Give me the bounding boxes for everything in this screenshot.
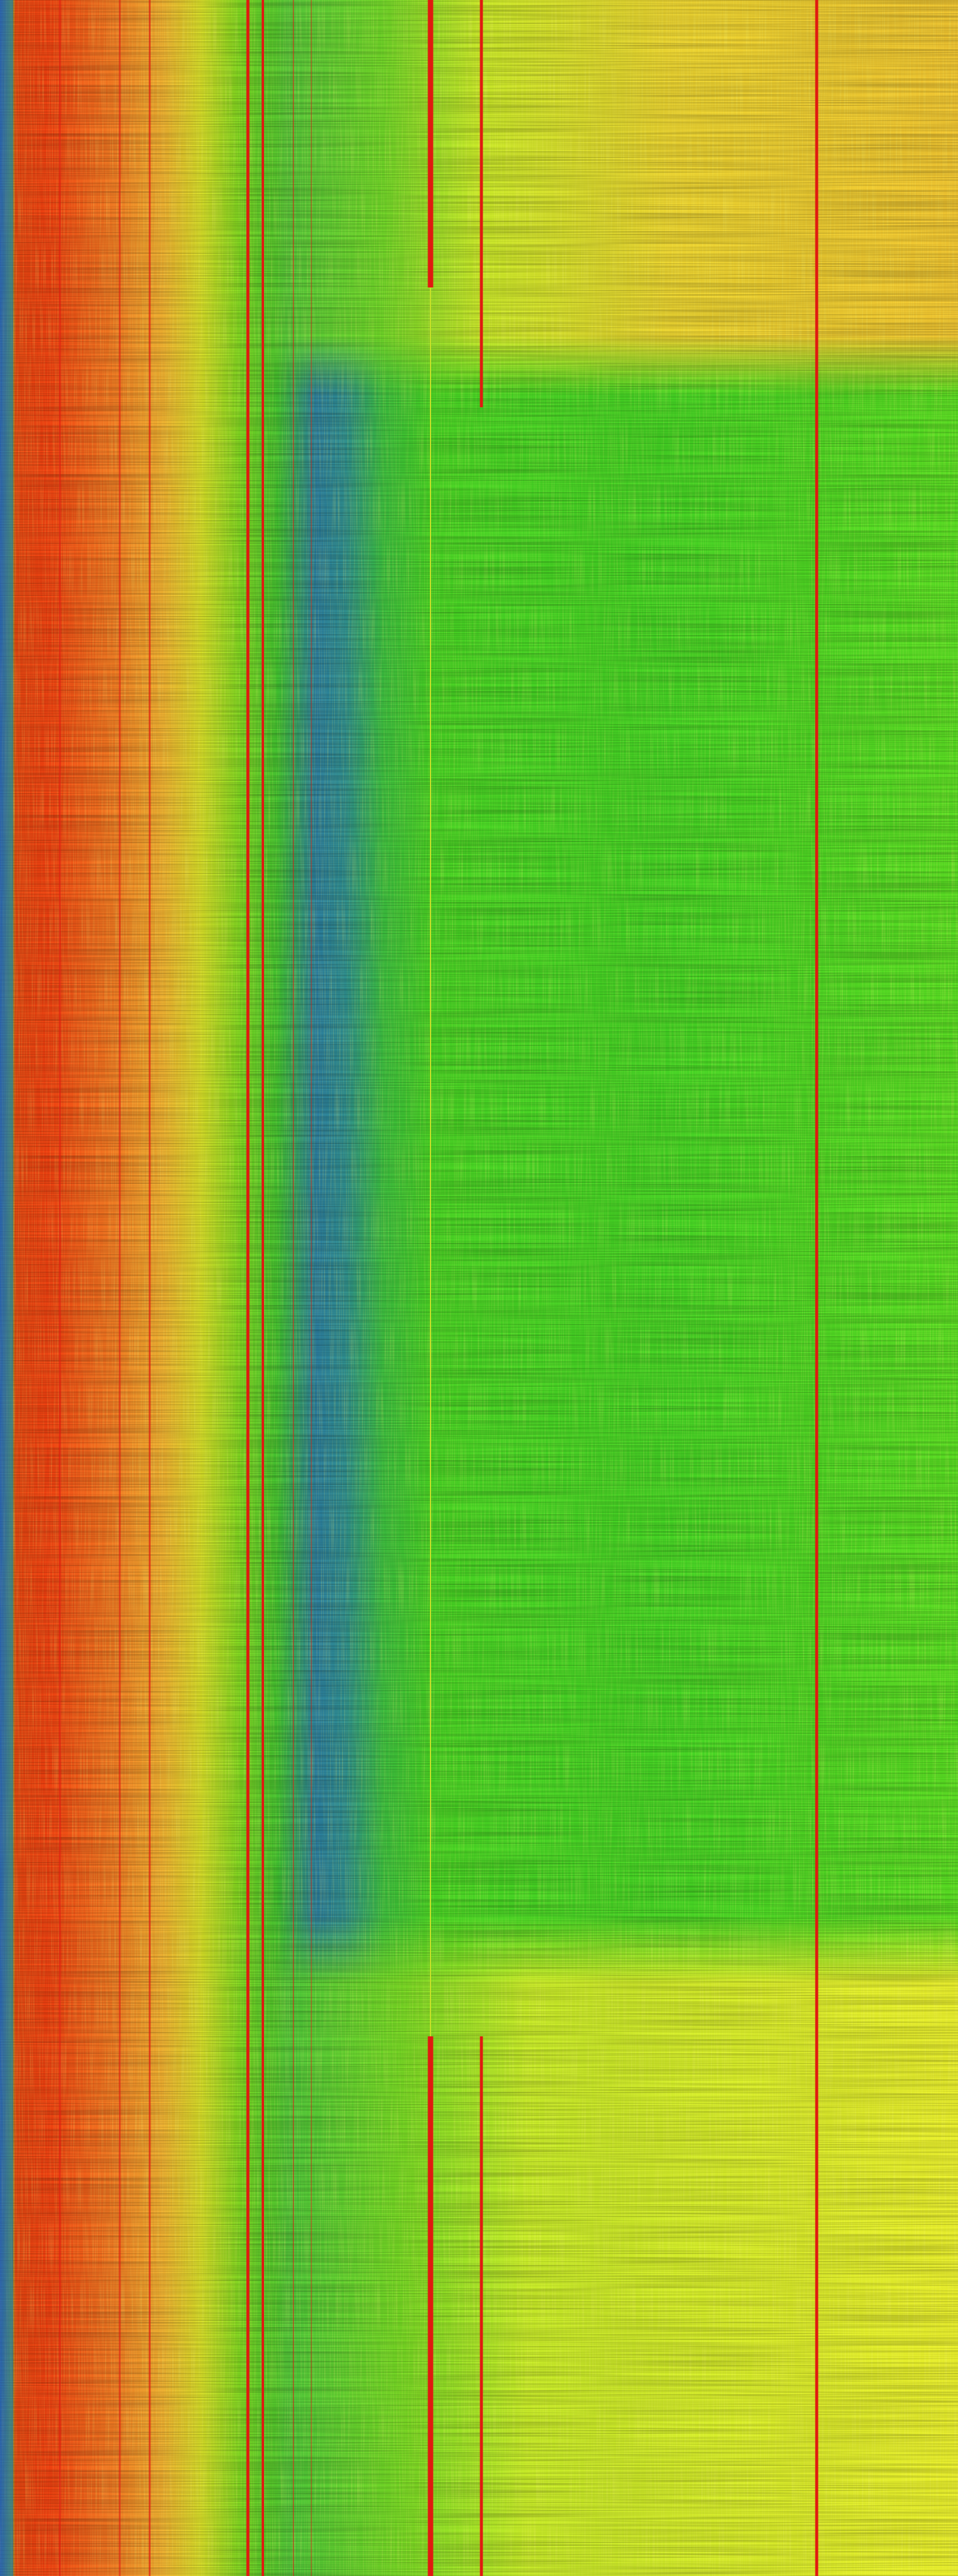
left-edge bbox=[0, 0, 13, 2576]
carrier-lines bbox=[59, 0, 818, 2576]
